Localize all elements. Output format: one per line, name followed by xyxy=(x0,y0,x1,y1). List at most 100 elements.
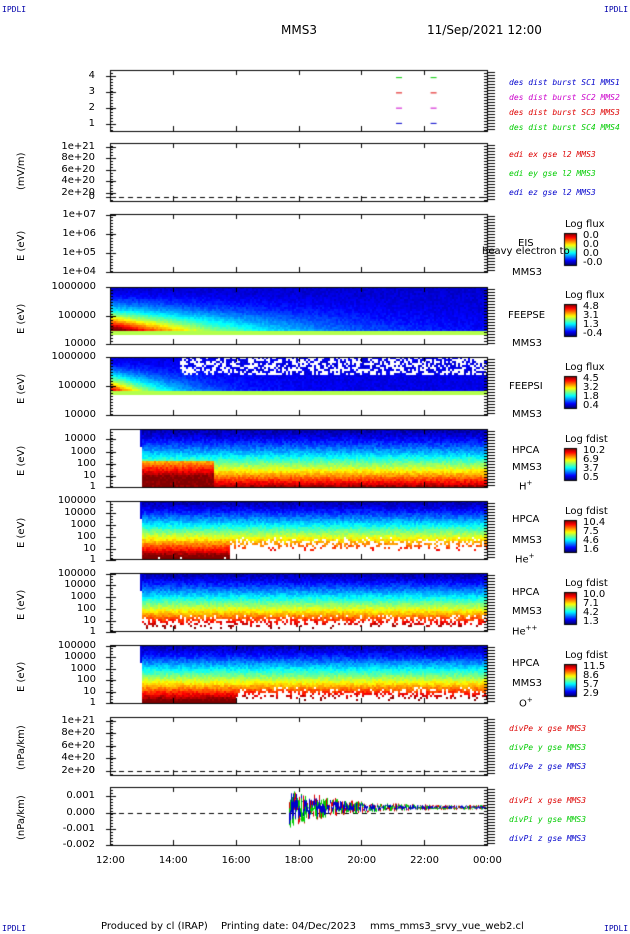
x-tick-label: 16:00 xyxy=(221,855,251,866)
species-label: H+ xyxy=(519,479,533,493)
colorbar-tick-label: 0.0 xyxy=(583,248,599,259)
colorbar-tick-label: 3.2 xyxy=(583,382,599,393)
x-tick-label: 18:00 xyxy=(284,855,314,866)
y-axis-label: (mV/m) xyxy=(16,152,27,191)
instrument-label: HPCA xyxy=(512,445,540,456)
spacecraft-label: MMS3 xyxy=(512,409,542,420)
overlay-label: heavy electron to xyxy=(482,246,570,257)
y-axis-label: E (eV) xyxy=(16,661,27,692)
colorbar-tick-label: 1.6 xyxy=(583,544,599,555)
y-tick-label: 2 xyxy=(88,102,95,113)
y-tick-label: 1e+07 xyxy=(62,209,96,220)
colorbar-tick-label: 1.3 xyxy=(583,319,599,330)
colorbar-tick-label: 1.3 xyxy=(583,616,599,627)
y-tick-label: 10000 xyxy=(64,579,96,590)
y-tick-label: 6e+20 xyxy=(61,740,95,751)
y-tick-label: 2e+20 xyxy=(61,187,95,198)
colorbar-tick-label: 7.1 xyxy=(583,598,599,609)
y-tick-label: 1e+21 xyxy=(61,141,95,152)
colorbar-title: Log fdist xyxy=(565,578,608,589)
spacecraft-title: MMS3 xyxy=(281,23,317,37)
x-tick-label: 22:00 xyxy=(410,855,439,866)
colorbar-tick-label: 5.7 xyxy=(583,679,599,690)
y-tick-label: 1 xyxy=(89,481,96,492)
y-axis-label: E (eV) xyxy=(16,445,27,476)
y-tick-label: 10 xyxy=(83,686,96,697)
y-tick-label: 1e+05 xyxy=(62,247,96,258)
colorbar-tick-label: 2.9 xyxy=(583,688,599,699)
y-tick-label: 1000 xyxy=(70,663,96,674)
colorbar-title: Log fdist xyxy=(565,506,608,517)
y-axis-label: E (eV) xyxy=(16,230,27,261)
legend-entry: edi ez gse l2 MMS3 xyxy=(509,188,596,197)
y-tick-label: 0 xyxy=(88,191,95,202)
legend-entry: des dist burst SC2 MMS2 xyxy=(509,93,620,102)
y-axis-label: (nPa/km) xyxy=(16,795,27,840)
legend-entry: des dist burst SC1 MMS1 xyxy=(509,78,620,87)
colorbar-tick-label: 4.6 xyxy=(583,535,599,546)
datetime-title: 11/Sep/2021 12:00 xyxy=(427,23,542,37)
y-tick-label: 10000 xyxy=(64,433,96,444)
colorbar-title: Log flux xyxy=(565,219,605,230)
y-tick-label: 3 xyxy=(88,86,95,97)
legend-entry: edi ex gse l2 MMS3 xyxy=(509,150,596,159)
colorbar-title: Log fdist xyxy=(565,434,608,445)
y-tick-label: -0.001 xyxy=(62,823,95,834)
y-axis-label: E (eV) xyxy=(16,517,27,548)
colorbar-tick-label: 4.2 xyxy=(583,607,599,618)
legend-entry: edi ey gse l2 MMS3 xyxy=(509,169,596,178)
y-tick-label: 1e+04 xyxy=(62,266,96,277)
y-tick-label: 4e+20 xyxy=(61,752,95,763)
colorbar-tick-label: 1.8 xyxy=(583,391,599,402)
y-tick-label: 0 xyxy=(88,765,95,776)
spacecraft-label: MMS3 xyxy=(512,338,542,349)
y-tick-label: 10 xyxy=(83,615,96,626)
y-axis-label: E (eV) xyxy=(16,303,27,334)
colorbar-tick-label: 0.0 xyxy=(583,230,599,241)
colorbar-title: Log fdist xyxy=(565,650,608,661)
spacecraft-label: MMS3 xyxy=(512,606,542,617)
colorbar-tick-label: 7.5 xyxy=(583,526,599,537)
colorbar-tick-label: 0.5 xyxy=(583,472,599,483)
colorbar-tick-label: -0.4 xyxy=(583,328,603,339)
y-tick-label: 100 xyxy=(76,603,96,614)
y-tick-label: -0.002 xyxy=(62,839,95,850)
x-tick-label: 14:00 xyxy=(158,855,188,866)
y-tick-label: 10000 xyxy=(64,338,96,349)
y-tick-label: 6e+20 xyxy=(61,164,95,175)
legend-entry: divPe x gse MMS3 xyxy=(509,724,587,733)
colorbar-tick-label: 10.4 xyxy=(583,517,606,528)
y-tick-label: 8e+20 xyxy=(61,727,95,738)
y-axis-label: E (eV) xyxy=(16,589,27,620)
colorbar-tick-label: 4.8 xyxy=(583,301,599,312)
instrument-label: EIS xyxy=(518,238,534,249)
x-tick-label: 00:00 xyxy=(473,855,502,866)
corner-label-bl: IPDLI xyxy=(2,924,27,933)
y-tick-label: 100000 xyxy=(57,495,96,506)
legend-entry: divPe z gse MMS3 xyxy=(509,762,587,771)
y-tick-label: 10000 xyxy=(64,507,96,518)
y-tick-label: 4e+20 xyxy=(61,175,95,186)
instrument-label: HPCA xyxy=(512,514,540,525)
instrument-label: HPCA xyxy=(512,587,540,598)
y-tick-label: 1 xyxy=(88,118,95,129)
colorbar-title: Log flux xyxy=(565,290,605,301)
y-tick-label: 1 xyxy=(89,697,96,708)
y-tick-label: 10 xyxy=(83,470,96,481)
colorbar-tick-label: 8.6 xyxy=(583,670,599,681)
y-tick-label: 10 xyxy=(83,543,96,554)
colorbar-tick-label: 6.9 xyxy=(583,454,599,465)
y-tick-label: 1e+06 xyxy=(62,228,96,239)
colorbar-tick-label: 10.2 xyxy=(583,445,606,456)
y-tick-label: 0.000 xyxy=(66,807,95,818)
corner-label-tr: IPDLI xyxy=(604,5,629,14)
colorbar-title: Log flux xyxy=(565,362,605,373)
y-tick-label: 1 xyxy=(89,554,96,565)
y-tick-label: 2e+20 xyxy=(61,765,95,776)
y-tick-label: 1000 xyxy=(70,591,96,602)
legend-entry: divPe y gse MMS3 xyxy=(509,743,587,752)
instrument-label: HPCA xyxy=(512,658,540,669)
instrument-label: FEEPSE xyxy=(508,310,546,321)
y-tick-label: 1 xyxy=(89,626,96,637)
